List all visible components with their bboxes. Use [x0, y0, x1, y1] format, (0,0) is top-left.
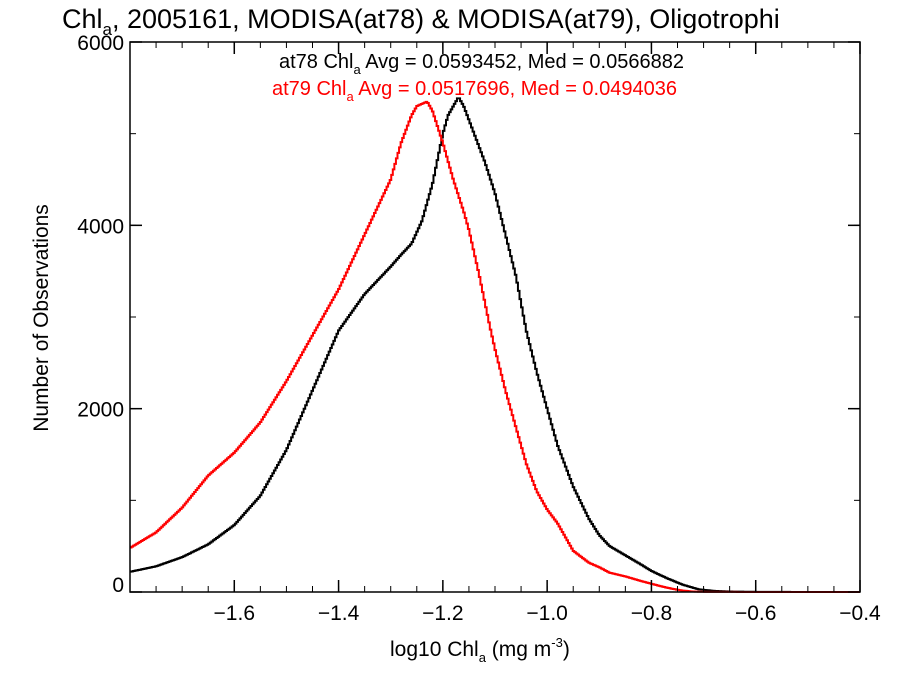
x-tick-label: −1.4 — [318, 602, 360, 625]
y-tick-label: 4000 — [77, 215, 124, 238]
ticks-layer: −1.6 −1.4 −1.2 −1.0 −0.8 −0.6 −0.4 0 2000 4000 600… — [77, 32, 881, 625]
series-line-at79 — [130, 100, 860, 593]
y-tick-label: 6000 — [77, 32, 124, 55]
x-tick-label: −1.6 — [214, 602, 255, 625]
series-layer — [130, 97, 860, 593]
y-tick-label: 2000 — [77, 399, 124, 422]
x-tick-label: −0.6 — [735, 602, 776, 625]
series-stats-at78: at78 Chla Avg = 0.0593452, Med = 0.05668… — [279, 51, 684, 77]
series-line-at78 — [130, 97, 860, 593]
series-stats-at79: at79 Chla Avg = 0.0517696, Med = 0.04940… — [272, 78, 677, 104]
y-tick-label: 0 — [112, 574, 124, 597]
x-tick-label: −1.2 — [422, 602, 463, 625]
x-tick-label: −0.8 — [631, 602, 672, 625]
plot-frame — [129, 41, 861, 593]
x-tick-label: −1.0 — [526, 602, 567, 625]
x-axis-label: log10 Chla (mg m-3) — [390, 635, 570, 665]
y-axis-label: Number of Observations — [30, 204, 53, 432]
chart-title: Chla, 2005161, MODISA(at78) & MODISA(at7… — [62, 4, 780, 39]
x-tick-label: −0.4 — [839, 602, 881, 625]
